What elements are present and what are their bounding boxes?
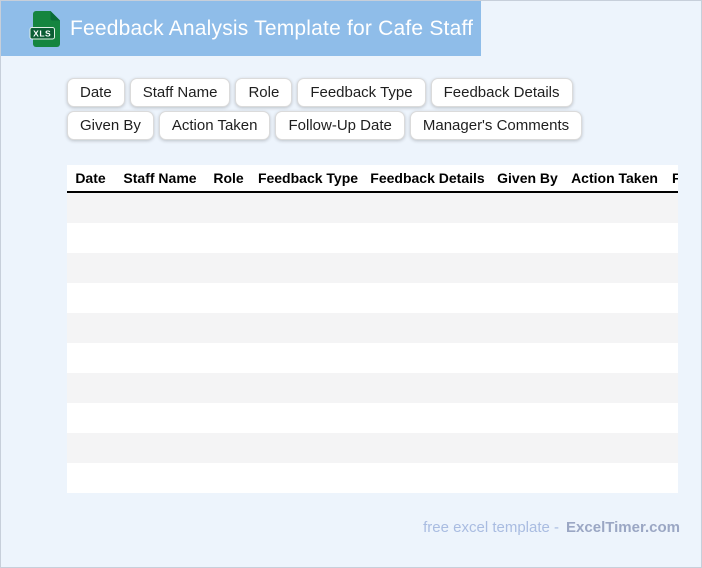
- chip-given-by[interactable]: Given By: [67, 111, 154, 140]
- title-bar: XLS Feedback Analysis Template for Cafe …: [1, 1, 481, 56]
- col-header-feedback-details: Feedback Details: [370, 170, 485, 186]
- footer-text: free excel template -: [423, 519, 560, 536]
- col-header-role: Role: [213, 170, 244, 186]
- table-row: [67, 253, 678, 283]
- page-title: Feedback Analysis Template for Cafe Staf…: [70, 16, 474, 40]
- col-header-date: Date: [75, 170, 106, 186]
- chip-managers-comments[interactable]: Manager's Comments: [409, 111, 583, 140]
- table-header-row: Date Staff Name Role Feedback Type Feedb…: [67, 165, 678, 193]
- col-header-given-by: Given By: [497, 170, 558, 186]
- table-row: [67, 403, 678, 433]
- table-row: [67, 433, 678, 463]
- chip-feedback-type[interactable]: Feedback Type: [297, 78, 426, 107]
- chip-date[interactable]: Date: [67, 78, 125, 107]
- col-header-staff-name: Staff Name: [123, 170, 197, 186]
- chip-role[interactable]: Role: [235, 78, 293, 107]
- col-header-feedback-type: Feedback Type: [257, 170, 359, 186]
- xls-file-icon: XLS: [29, 10, 60, 47]
- col-header-follow-up-date: Follow-Up Date: [672, 170, 678, 186]
- table-row: [67, 463, 678, 493]
- field-chip-list: Date Staff Name Role Feedback Type Feedb…: [67, 78, 647, 140]
- xls-icon-label: XLS: [33, 28, 51, 38]
- chip-feedback-details[interactable]: Feedback Details: [430, 78, 573, 107]
- chip-follow-up-date[interactable]: Follow-Up Date: [275, 111, 405, 140]
- chip-staff-name[interactable]: Staff Name: [129, 78, 231, 107]
- table-row: [67, 313, 678, 343]
- table-row: [67, 193, 678, 223]
- footer-brand-link[interactable]: ExcelTimer.com: [566, 519, 680, 536]
- table-body: [67, 193, 678, 493]
- table-row: [67, 343, 678, 373]
- table-row: [67, 283, 678, 313]
- chip-action-taken[interactable]: Action Taken: [158, 111, 271, 140]
- table-row: [67, 223, 678, 253]
- footer: free excel template - ExcelTimer.com: [423, 519, 680, 536]
- spreadsheet-preview: Date Staff Name Role Feedback Type Feedb…: [67, 165, 678, 493]
- col-header-action-taken: Action Taken: [571, 170, 658, 186]
- table-row: [67, 373, 678, 403]
